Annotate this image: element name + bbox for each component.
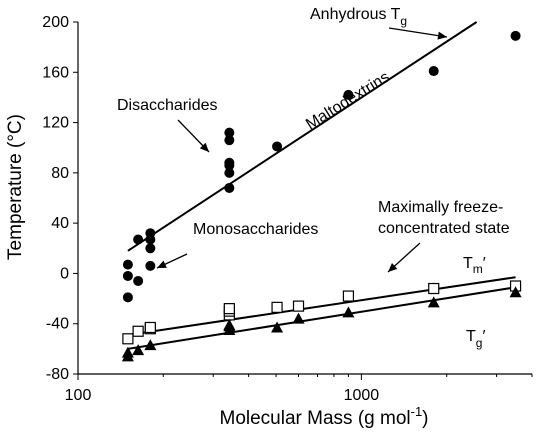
annotation-disaccharides: Disaccharides (117, 97, 217, 114)
point-anhydrous-tg (510, 30, 521, 41)
annotation-tm-text: T (463, 255, 473, 272)
point-tm (271, 301, 283, 313)
x-axis-title-end: ) (422, 408, 428, 429)
annotation-anhydrous-tg: Anhydrous Tg (310, 6, 407, 28)
point-anhydrous-tg (224, 167, 235, 178)
annotation-tm-sub: m (473, 262, 483, 276)
y-tick-label: 0 (60, 265, 69, 282)
point-anhydrous-tg (272, 141, 283, 152)
data-points (121, 30, 522, 362)
annotation-maltodextrins: Maltodextrins (303, 69, 393, 134)
y-tick-label: 40 (51, 215, 69, 232)
point-tg (121, 346, 134, 358)
y-tick-label: 80 (51, 165, 69, 182)
fit-line-0 (127, 21, 478, 252)
arrow-anhydrous (388, 27, 448, 38)
point-anhydrous-tg (133, 275, 144, 286)
y-axis-title: Temperature (°C) (5, 114, 26, 260)
x-axis-title-main: Molecular Mass (g mol (220, 408, 411, 429)
point-tg (132, 344, 145, 356)
point-anhydrous-tg (145, 228, 156, 239)
annotation-freeze-line1: Maximally freeze- (378, 199, 503, 216)
point-tm (428, 282, 440, 295)
point-anhydrous-tg (224, 135, 235, 146)
arrow-anhydrous-head (437, 31, 447, 40)
point-anhydrous-tg (428, 66, 439, 77)
x-tick-label: 100 (65, 387, 92, 404)
point-tm (292, 300, 305, 312)
x-axis-title-sup: -1 (411, 404, 423, 419)
point-anhydrous-tg (133, 234, 144, 245)
fit-line-2 (127, 286, 516, 350)
y-tick-label: 200 (42, 14, 69, 31)
y-tick-label: -40 (46, 316, 69, 333)
annotation-tm-prime: ′ (483, 255, 486, 272)
annotation-tm: Tm′ (463, 255, 486, 276)
point-anhydrous-tg (122, 270, 133, 281)
annotation-monosaccharides: Monosaccharides (193, 221, 318, 238)
point-anhydrous-tg (343, 89, 354, 100)
x-axis-title: Molecular Mass (g mol-1) (220, 404, 429, 429)
point-anhydrous-tg (145, 260, 156, 271)
point-tm (144, 321, 156, 334)
point-tm (122, 333, 134, 345)
annotation-anhydrous-tg-sub: g (400, 14, 407, 28)
point-anhydrous-tg (224, 157, 235, 168)
point-anhydrous-tg (224, 127, 235, 138)
point-tg (144, 339, 157, 351)
y-tick-label: 120 (42, 115, 69, 132)
point-tm (223, 303, 235, 315)
point-anhydrous-tg (224, 182, 235, 193)
point-tg (292, 312, 305, 324)
point-anhydrous-tg (145, 243, 156, 254)
point-tg (271, 321, 284, 333)
y-tick-label: -80 (46, 366, 69, 383)
annotation-anhydrous-tg-text: Anhydrous T (310, 6, 401, 23)
arrow-monosaccharides-head (157, 260, 167, 268)
axes: -80 -40 0 40 80 120 160 200 100 1000 (42, 14, 533, 404)
y-tick-label: 160 (42, 64, 69, 81)
annotation-tg-sub: g (476, 336, 483, 350)
point-tg (427, 296, 440, 308)
fit-lines (127, 21, 516, 350)
annotation-tg: Tg′ (466, 328, 485, 350)
point-tg (223, 318, 236, 330)
arrow-freeze-head (388, 262, 398, 272)
fit-line-1 (127, 276, 516, 337)
point-tm (132, 325, 144, 337)
point-tg (509, 286, 522, 298)
point-anhydrous-tg (122, 292, 133, 303)
point-tm (342, 290, 355, 302)
annotation-freeze-line2: concentrated state (378, 220, 510, 237)
annotation-tg-text: T (466, 328, 476, 345)
annotation-arrows (156, 27, 448, 273)
x-tick-label: 1000 (344, 387, 380, 404)
point-anhydrous-tg (122, 259, 133, 270)
arrow-disaccharides-head (199, 142, 209, 152)
annotation-tg-prime: ′ (482, 328, 485, 345)
point-tg (342, 306, 355, 318)
